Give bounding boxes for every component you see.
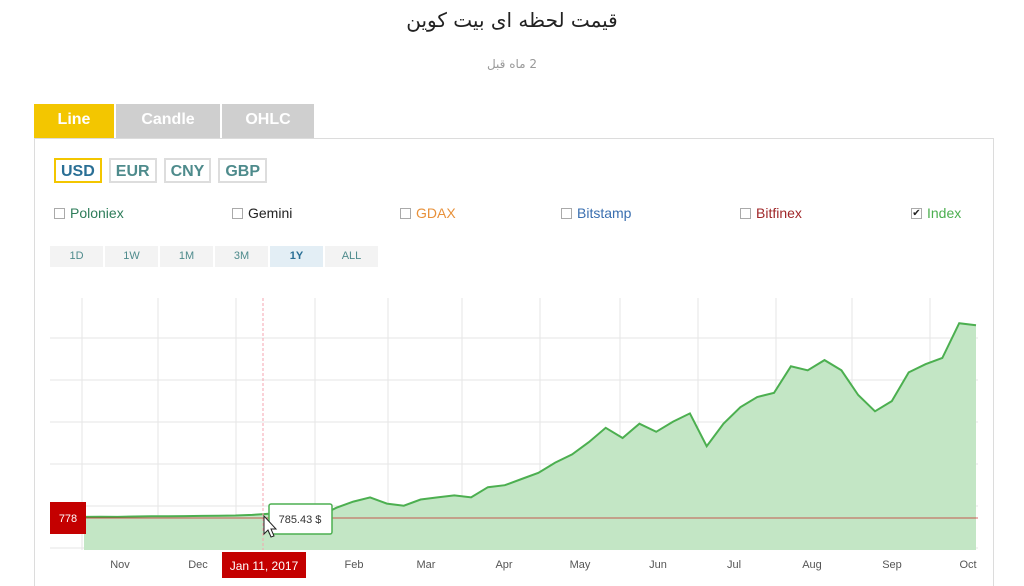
exchange-toggle-gemini[interactable]: Gemini — [232, 205, 292, 221]
price-line — [83, 322, 977, 518]
x-tick-label: Nov — [110, 559, 130, 571]
tooltip-box — [268, 503, 333, 535]
currency-cny-button[interactable]: CNY — [163, 158, 212, 183]
x-tick-label: Oct — [959, 559, 976, 571]
page-subtitle: 2 ماه قبل — [486, 57, 538, 71]
time-range-selector: 1D 1W 1M 3M 1Y ALL — [50, 246, 378, 267]
tab-candle[interactable]: Candle — [116, 104, 222, 138]
checkbox-icon[interactable] — [54, 207, 65, 219]
mouse-cursor-icon — [263, 514, 278, 538]
x-tick-label: Dec — [188, 559, 208, 571]
exchange-label: Gemini — [248, 205, 293, 221]
exchange-toggle-bitstamp[interactable]: Bitstamp — [561, 205, 631, 221]
price-marker-label: 778 — [59, 513, 77, 525]
x-tick-label-highlighted: Jan 11, 2017 — [230, 559, 299, 573]
range-all-button[interactable]: ALL — [325, 246, 378, 267]
x-tick-label: Mar — [417, 559, 436, 571]
exchange-toggle-bitfinex[interactable]: Bitfinex — [740, 205, 802, 221]
exchange-toggle-poloniex[interactable]: Poloniex — [54, 205, 124, 221]
range-3m-button[interactable]: 3M — [215, 246, 268, 267]
currency-eur-button[interactable]: EUR — [108, 158, 157, 183]
x-tick-label: Apr — [495, 559, 512, 571]
exchange-label: Bitfinex — [756, 205, 802, 221]
price-area — [84, 323, 976, 550]
exchange-label: Index — [927, 205, 962, 221]
currency-usd-button[interactable]: USD — [54, 158, 102, 183]
checkbox-icon[interactable] — [561, 207, 572, 219]
tab-ohlc[interactable]: OHLC — [222, 104, 316, 138]
range-1m-button[interactable]: 1M — [160, 246, 213, 267]
checkbox-icon[interactable] — [232, 207, 243, 219]
highlighted-date-badge — [222, 552, 306, 578]
exchange-label: GDAX — [416, 205, 456, 221]
price-chart[interactable]: Nov Dec Jan 11, 2017 Feb Mar Apr May Jun Jul Aug S… — [50, 290, 980, 580]
x-tick-label: Sep — [882, 559, 902, 571]
range-1d-button[interactable]: 1D — [50, 246, 103, 267]
x-tick-label: Aug — [802, 559, 822, 571]
checkbox-checked-icon[interactable]: ✔ — [911, 207, 922, 219]
tab-line[interactable]: Line — [34, 104, 116, 138]
chart-type-tabs: Line Candle OHLC — [34, 104, 316, 138]
x-tick-label: Jun — [649, 559, 667, 571]
exchange-label: Bitstamp — [577, 205, 632, 221]
currency-gbp-button[interactable]: GBP — [218, 158, 268, 183]
currency-selector: USD EUR CNY GBP — [54, 158, 268, 183]
x-tick-label: Jul — [727, 559, 741, 571]
page-title: قیمت لحظه ای بیت کوین — [406, 8, 618, 32]
checkbox-icon[interactable] — [740, 207, 751, 219]
x-tick-label: May — [570, 559, 591, 571]
exchange-toggle-gdax[interactable]: GDAX — [400, 205, 456, 221]
exchange-label: Poloniex — [70, 205, 124, 221]
exchange-toggle-index[interactable]: ✔ Index — [911, 205, 961, 221]
checkbox-icon[interactable] — [400, 207, 411, 219]
range-1w-button[interactable]: 1W — [105, 246, 158, 267]
x-tick-label: Feb — [345, 559, 364, 571]
range-1y-button[interactable]: 1Y — [270, 246, 323, 267]
tooltip-value: 785.43 $ — [279, 514, 322, 526]
price-marker-badge — [50, 502, 86, 534]
